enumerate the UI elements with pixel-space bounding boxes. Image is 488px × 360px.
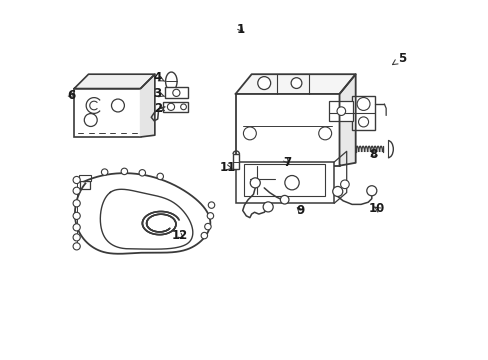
Circle shape (73, 200, 80, 207)
Text: 12: 12 (171, 229, 188, 242)
Circle shape (208, 202, 214, 208)
Polygon shape (235, 74, 355, 94)
Text: 11: 11 (219, 161, 235, 174)
Bar (235, 162, 333, 203)
Circle shape (280, 195, 288, 204)
Circle shape (139, 170, 145, 176)
Circle shape (285, 176, 299, 190)
Text: 10: 10 (368, 202, 385, 215)
Circle shape (257, 77, 270, 90)
Circle shape (207, 213, 213, 219)
Circle shape (290, 78, 301, 89)
Bar (74, 89, 140, 137)
Text: 9: 9 (295, 204, 304, 217)
Text: 7: 7 (283, 156, 291, 168)
Circle shape (101, 169, 108, 175)
Bar (235, 94, 339, 166)
Circle shape (332, 186, 342, 197)
Bar (328, 101, 352, 121)
Circle shape (172, 89, 180, 96)
Circle shape (336, 107, 345, 116)
Text: 4: 4 (153, 71, 164, 84)
Circle shape (73, 224, 80, 231)
Circle shape (73, 243, 80, 250)
Circle shape (73, 176, 80, 184)
Polygon shape (74, 74, 155, 89)
Text: 5: 5 (392, 51, 406, 65)
Text: 3: 3 (153, 87, 164, 100)
Polygon shape (339, 74, 355, 166)
Text: 6: 6 (67, 89, 76, 102)
Circle shape (111, 99, 124, 112)
Bar (233, 154, 239, 168)
Circle shape (167, 103, 174, 111)
Circle shape (180, 104, 186, 110)
Bar (244, 164, 325, 196)
Circle shape (157, 173, 163, 180)
Circle shape (263, 202, 273, 212)
Circle shape (340, 180, 348, 189)
Text: 8: 8 (369, 148, 377, 161)
Circle shape (358, 117, 368, 127)
Text: 1: 1 (236, 23, 244, 36)
Circle shape (73, 234, 80, 241)
Bar (164, 87, 188, 98)
Circle shape (318, 127, 331, 140)
Circle shape (243, 127, 256, 140)
Circle shape (366, 186, 376, 196)
Text: 2: 2 (153, 102, 164, 115)
Bar (351, 96, 375, 130)
Bar (80, 181, 90, 189)
Bar (79, 175, 91, 181)
Circle shape (204, 224, 211, 230)
Circle shape (201, 232, 207, 239)
Circle shape (84, 113, 97, 126)
Polygon shape (140, 74, 155, 137)
Circle shape (356, 98, 369, 111)
Circle shape (73, 187, 80, 194)
Circle shape (121, 168, 127, 175)
Bar (163, 102, 187, 112)
Circle shape (250, 178, 260, 188)
Circle shape (73, 212, 80, 220)
